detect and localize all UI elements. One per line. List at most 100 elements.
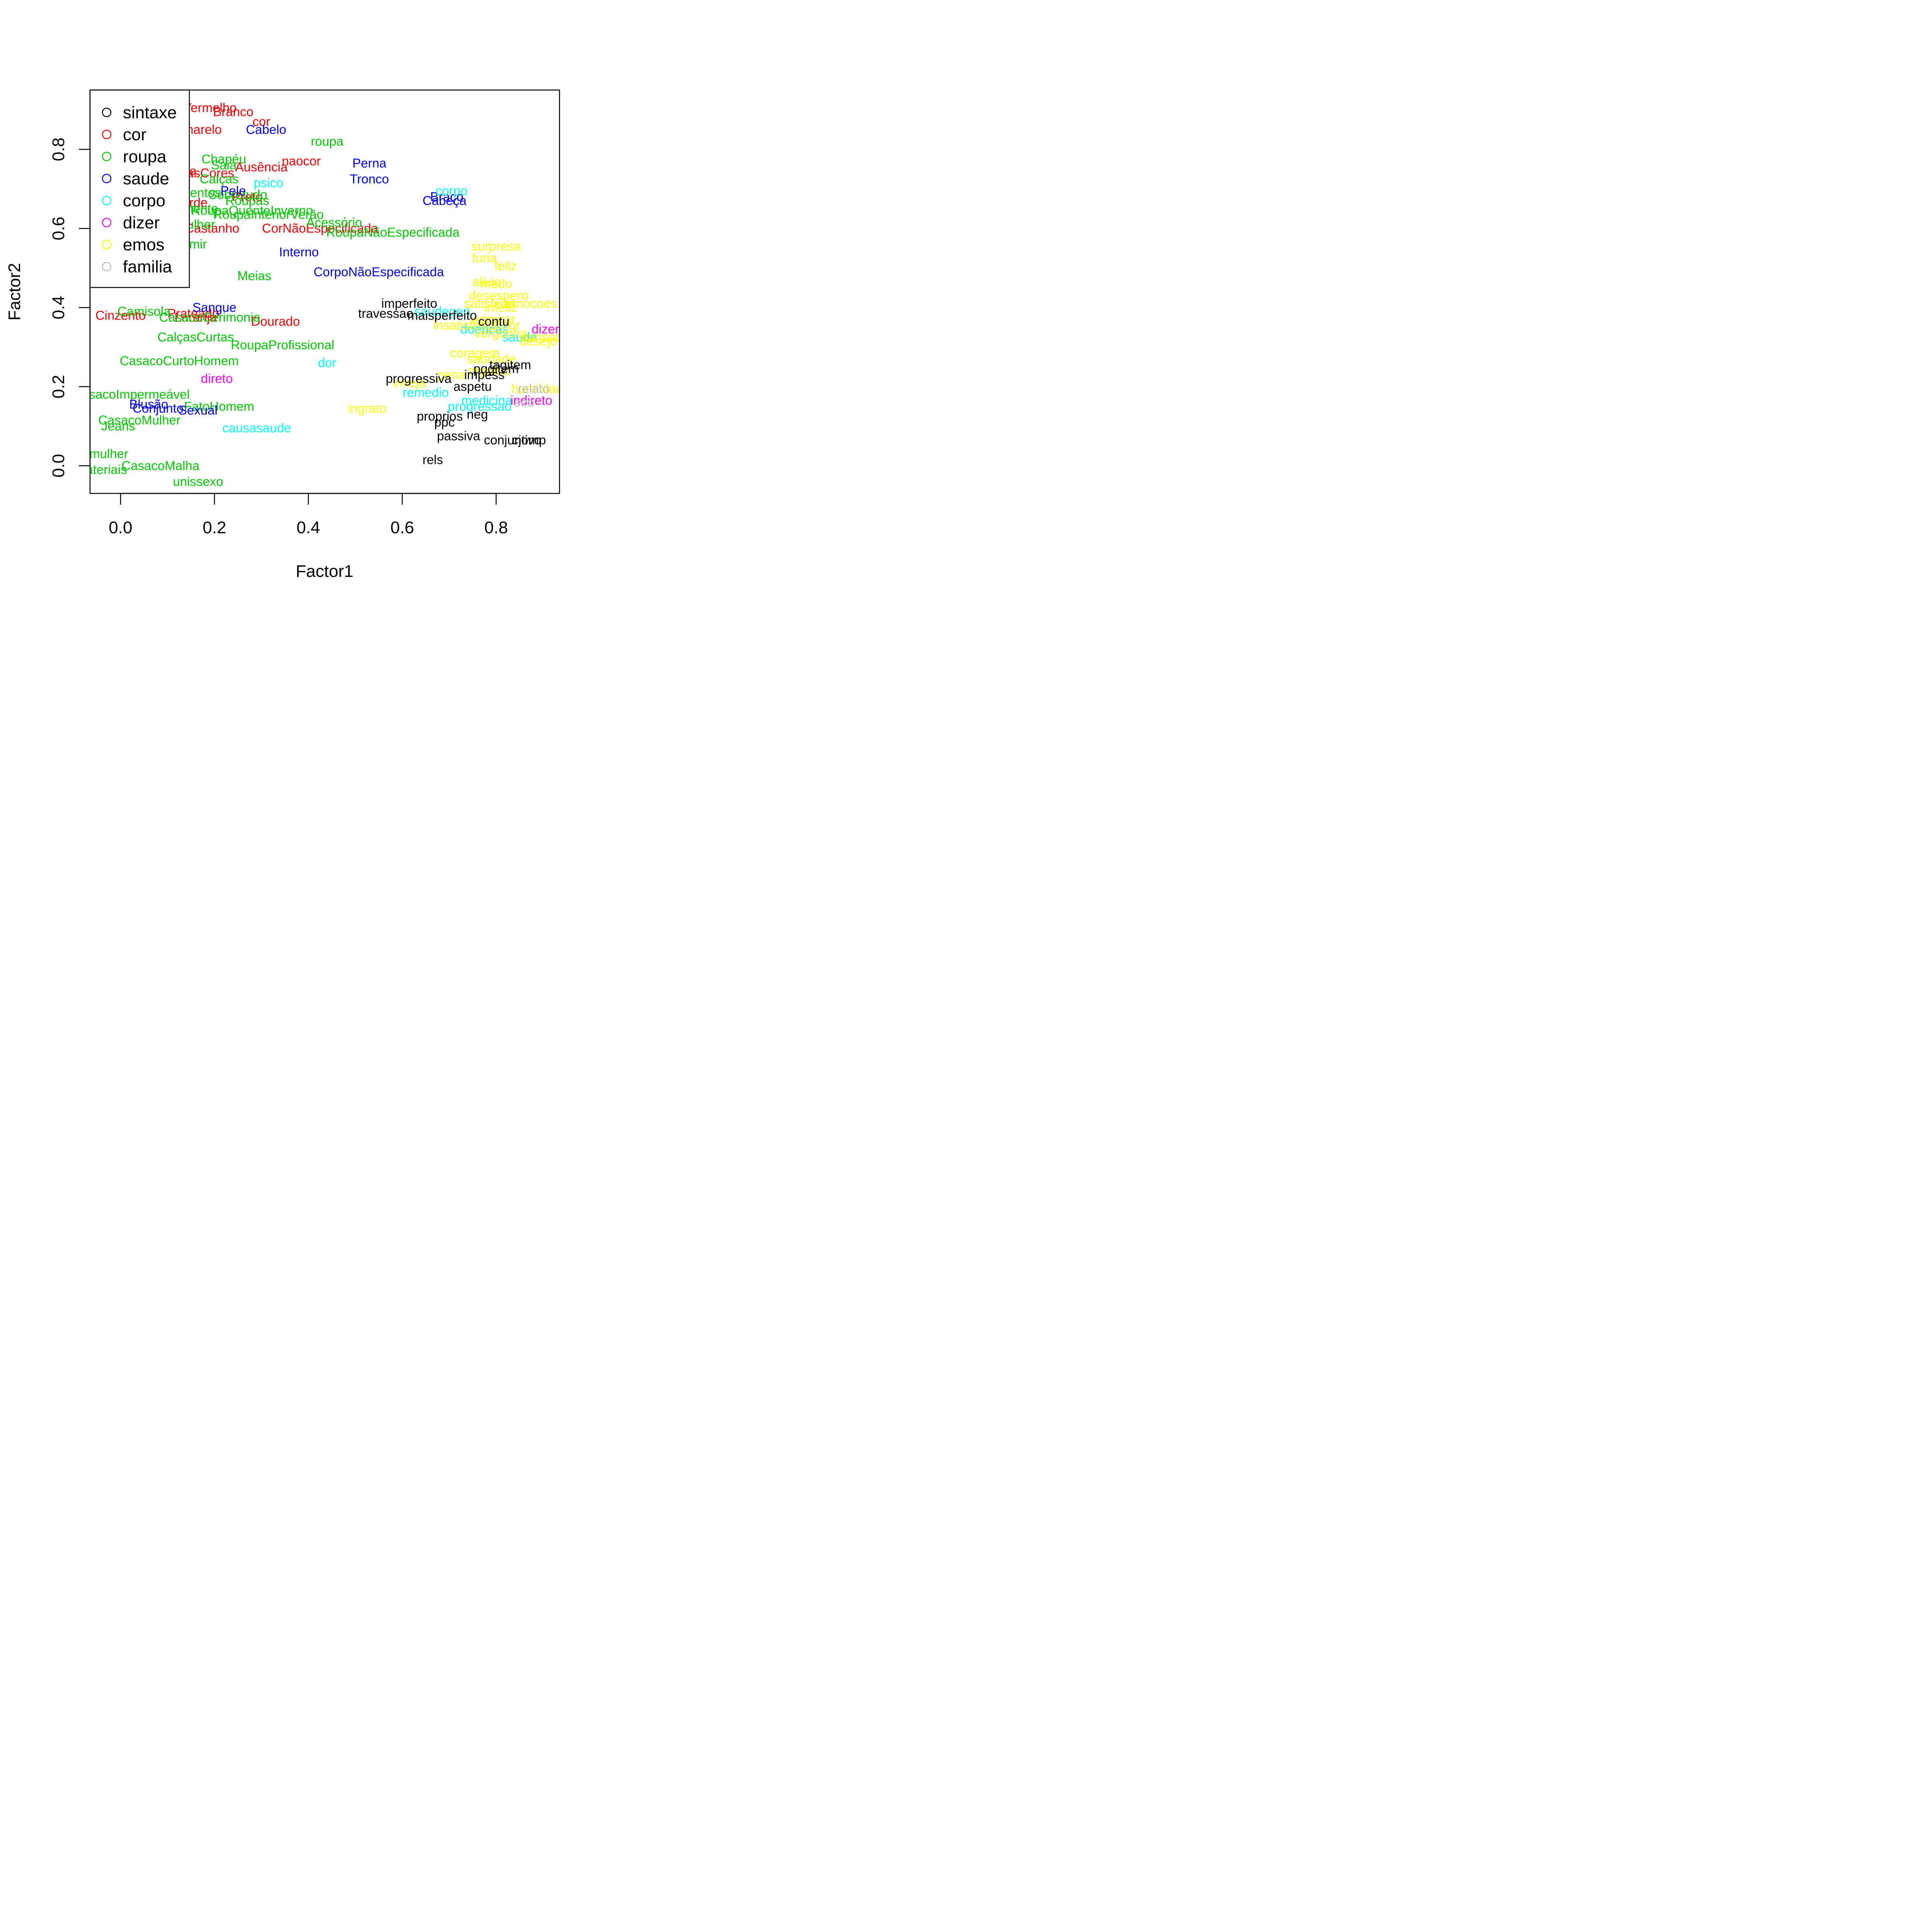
point-label: CorNãoEspecificada	[262, 221, 378, 235]
point-label: direto	[201, 371, 233, 386]
point-label: desejo	[520, 334, 557, 348]
point-label: Blusão	[129, 397, 168, 412]
point-label: RoupaInteriorVerão	[213, 207, 324, 221]
legend-label: dizer	[123, 213, 160, 232]
point-label: inveja	[393, 375, 426, 389]
point-label: Sobretudo	[209, 187, 267, 202]
point-label: CasacoMulher	[98, 413, 180, 427]
point-label: Castanho	[185, 221, 239, 235]
point-label: Meias	[237, 269, 271, 283]
point-label: CasacoCerimonia	[159, 310, 261, 325]
point-label: Saia	[211, 158, 237, 172]
point-label: corpo	[435, 184, 468, 198]
point-label: Sangue	[192, 300, 236, 315]
point-label: Cinzento	[95, 308, 146, 322]
point-label: Branco	[213, 104, 253, 119]
point-label: imperfeito	[381, 296, 437, 311]
point-label: Braço	[430, 189, 463, 204]
point-label: Acessório	[306, 215, 362, 230]
point-label: sco	[514, 395, 534, 410]
x-tick-label: 0.8	[484, 518, 508, 537]
point-label: saudade	[467, 352, 516, 366]
point-label: neg	[467, 407, 488, 421]
point-label: doencas	[460, 322, 509, 336]
point-label: saudegen	[414, 304, 470, 318]
point-label: Conjunto	[133, 401, 184, 415]
y-tick-label: 0.4	[49, 296, 68, 319]
point-label: RoupaQuenteInverno	[191, 203, 313, 218]
point-label: aspetu	[454, 379, 492, 394]
point-label: alivio	[472, 274, 501, 289]
legend-marker	[102, 196, 112, 206]
point-label: desespero	[469, 288, 528, 303]
point-label: ateriais	[86, 463, 127, 477]
point-label: amor	[491, 318, 520, 332]
point-label: impess	[464, 367, 505, 382]
legend-marker	[102, 173, 112, 184]
point-label: RoupaProfissional	[231, 338, 334, 352]
y-tick-label: 0.8	[49, 138, 68, 161]
point-label: conjuntivo	[484, 433, 541, 447]
point-label: causasaude	[222, 421, 291, 435]
point-label: RoupaNãoEspecificada	[326, 225, 460, 239]
y-tick-label: 0.6	[49, 217, 68, 240]
point-label: sacoImpermeável	[89, 387, 189, 401]
legend-label: sintaxe	[123, 103, 177, 122]
point-label: admirar	[472, 312, 515, 327]
point-label: maisperfeito	[407, 308, 477, 322]
point-label: mulher	[89, 447, 128, 461]
x-tick-label: 0.6	[390, 518, 414, 537]
point-label: medo	[480, 277, 512, 291]
x-tick-label: 0.0	[109, 518, 132, 537]
legend-label: emos	[123, 235, 165, 254]
point-label: Pele	[221, 184, 246, 198]
point-label: pqgitem	[473, 362, 519, 376]
y-tick-label: 0.0	[49, 454, 68, 478]
point-label: progressiva	[386, 371, 452, 386]
y-axis: 0.0 0.2 0.4 0.6 0.8	[49, 138, 91, 478]
legend-marker	[102, 218, 112, 228]
legend-marker	[102, 129, 112, 139]
point-label: Chapéu	[201, 152, 246, 166]
point-label: medicina	[461, 393, 513, 407]
point-label: Preto	[232, 189, 263, 204]
point-label: cjomp	[512, 433, 546, 447]
point-label: tagitem	[489, 357, 531, 372]
point-label: Interno	[279, 245, 319, 259]
point-label: Jeans	[101, 419, 135, 433]
point-label: naocor	[282, 154, 321, 168]
legend-box	[89, 89, 190, 288]
point-label: roupa	[311, 134, 344, 148]
point-label: cansado	[521, 330, 570, 344]
point-label: ppc	[434, 415, 455, 429]
point-label: emocoes	[505, 296, 557, 311]
legend-label: cor	[123, 125, 146, 144]
point-label: Ausência	[235, 160, 288, 174]
legend-marker	[102, 240, 112, 250]
scatter-chart: VermelhoBrancocorAmarelonaocorAusênciaRo…	[5, 89, 570, 581]
point-label: insatisfeito	[433, 318, 493, 332]
legend: sintaxe cor roupa saude corpo dizer emos famili…	[89, 89, 190, 288]
point-label: Calças	[200, 172, 239, 186]
point-label: mir	[189, 237, 207, 251]
point-label: Sexual	[179, 403, 218, 417]
point-label: progressao	[448, 399, 512, 413]
point-label: Perna	[352, 156, 387, 170]
point-label: FatoHomem	[184, 399, 254, 413]
point-label: pena	[437, 367, 466, 382]
point-label: passiva	[437, 429, 481, 443]
point-label: dor	[318, 355, 337, 370]
x-tick-label: 0.4	[296, 518, 320, 537]
point-label: CorpoNãoEspecificada	[313, 265, 444, 279]
point-label: Cabelo	[246, 122, 286, 136]
legend-label: saude	[123, 169, 169, 188]
point-label: proprios	[417, 409, 463, 423]
legend-label: roupa	[123, 147, 167, 166]
point-label: travessao	[358, 306, 413, 320]
y-axis-label: Factor2	[5, 263, 24, 320]
point-label: Laranja	[174, 310, 217, 325]
point-label: CalçasCurtas	[157, 330, 234, 344]
point-label: indireto	[510, 393, 552, 407]
point-label: psico	[253, 176, 283, 190]
point-label: vergonha	[474, 326, 527, 340]
